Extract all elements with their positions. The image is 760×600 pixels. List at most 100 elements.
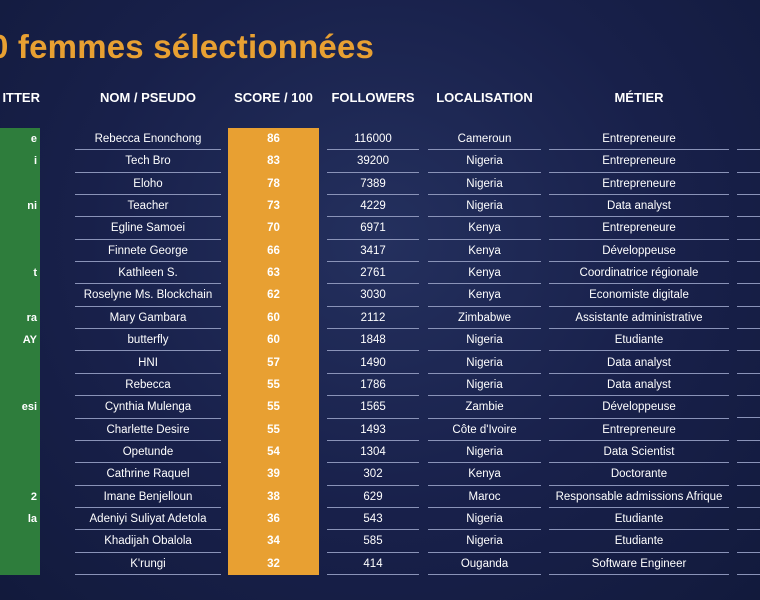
followers-cell: 3417: [327, 240, 419, 263]
score-cell: 55: [267, 423, 280, 436]
score-cell: 36: [267, 512, 280, 525]
location-cell: Nigeria: [428, 530, 541, 553]
score-cell: 57: [267, 356, 280, 369]
twitter-handle-cell: AY: [22, 334, 37, 347]
score-cell: 66: [267, 244, 280, 257]
followers-cell: 116000: [327, 128, 419, 151]
score-column-background: [228, 128, 319, 575]
followers-cell: 4229: [327, 195, 419, 218]
score-cell: 78: [267, 177, 280, 190]
name-cell: Khadijah Obalola: [75, 530, 221, 553]
twitter-handle-cell: [0, 419, 40, 441]
job-cell: Economiste digitale: [549, 284, 729, 307]
score-cell: 60: [267, 311, 280, 324]
twitter-handle-cell: i: [33, 155, 37, 168]
location-cell: Zambie: [428, 396, 541, 419]
name-cell: Eloho: [75, 173, 221, 196]
followers-cell: 1304: [327, 441, 419, 464]
job-cell: Doctorante: [549, 463, 729, 486]
location-cell: Côte d'Ivoire: [428, 419, 541, 441]
job-cell: Etudiante: [549, 508, 729, 531]
table-row: t Kathleen S. 63 2761 Kenya Coordinatrice rég…: [0, 262, 760, 285]
followers-cell: 585: [327, 530, 419, 553]
score-cell: 70: [267, 222, 280, 235]
name-cell: Teacher: [75, 195, 221, 218]
name-cell: Imane Benjelloun: [75, 486, 221, 508]
location-cell: Kenya: [428, 284, 541, 307]
table-row: Roselyne Ms. Blockchain 62 3030 Kenya Econom…: [0, 284, 760, 307]
twitter-handle-cell: [0, 173, 40, 195]
job-cell: Data analyst: [549, 352, 729, 374]
location-cell: Maroc: [428, 486, 541, 508]
score-cell: 83: [267, 155, 280, 168]
table-row: AY butterfly 60 1848 Nigeria Etudiante: [0, 329, 760, 352]
twitter-handle-cell: e: [30, 133, 37, 145]
job-cell: Coordinatrice régionale: [549, 262, 729, 285]
table-row: ni Teacher 73 4229 Nigeria Data analyst: [0, 195, 760, 218]
followers-cell: 629: [327, 486, 419, 508]
score-cell: 34: [267, 535, 280, 548]
right-column-stub: [737, 128, 760, 575]
name-cell: Egline Samoei: [75, 217, 221, 240]
followers-cell: 1786: [327, 374, 419, 397]
location-cell: Nigeria: [428, 374, 541, 397]
header-location: LOCALISATION: [436, 90, 533, 105]
job-cell: Développeuse: [549, 240, 729, 263]
followers-cell: 7389: [327, 173, 419, 196]
job-cell: Etudiante: [549, 530, 729, 553]
followers-cell: 2112: [327, 307, 419, 330]
twitter-handle-cell: [0, 463, 40, 485]
name-cell: Rebecca Enonchong: [75, 128, 221, 151]
followers-cell: 1490: [327, 352, 419, 374]
name-cell: Cathrine Raquel: [75, 463, 221, 486]
name-cell: Rebecca: [75, 374, 221, 397]
twitter-handle-cell: ni: [27, 200, 37, 213]
header-twitter: ITTER: [2, 90, 40, 105]
name-cell: Kathleen S.: [75, 262, 221, 285]
location-cell: Zimbabwe: [428, 307, 541, 330]
job-cell: Entrepreneure: [549, 173, 729, 196]
table-row: Egline Samoei 70 6971 Kenya Entrepreneure: [0, 217, 760, 240]
followers-cell: 1848: [327, 329, 419, 352]
table-row: Opetunde 54 1304 Nigeria Data Scientist: [0, 441, 760, 464]
job-cell: Entrepreneure: [549, 217, 729, 240]
header-score: SCORE / 100: [234, 90, 313, 105]
table-row: Khadijah Obalola 34 585 Nigeria Etudiante: [0, 530, 760, 553]
followers-cell: 3030: [327, 284, 419, 307]
followers-cell: 39200: [327, 150, 419, 173]
location-cell: Kenya: [428, 240, 541, 263]
location-cell: Nigeria: [428, 352, 541, 374]
job-cell: Entrepreneure: [549, 128, 729, 151]
twitter-handle-cell: [0, 217, 40, 239]
location-cell: Kenya: [428, 217, 541, 240]
score-cell: 32: [267, 557, 280, 570]
twitter-handle-cell: [0, 240, 40, 262]
twitter-handle-cell: [0, 374, 40, 396]
job-cell: Entrepreneure: [549, 150, 729, 173]
name-cell: Tech Bro: [75, 150, 221, 173]
location-cell: Ouganda: [428, 553, 541, 575]
location-cell: Nigeria: [428, 329, 541, 352]
followers-cell: 1565: [327, 396, 419, 419]
table-row: ra Mary Gambara 60 2112 Zimbabwe Assistante a…: [0, 307, 760, 330]
table-row: esi Cynthia Mulenga 55 1565 Zambie Développeu…: [0, 396, 760, 419]
name-cell: butterfly: [75, 329, 221, 352]
twitter-handle-cell: [0, 530, 40, 552]
twitter-handle-cell: [0, 352, 40, 374]
location-cell: Nigeria: [428, 173, 541, 196]
name-cell: Opetunde: [75, 441, 221, 464]
job-cell: Etudiante: [549, 329, 729, 352]
location-cell: Nigeria: [428, 508, 541, 531]
name-cell: K'rungi: [75, 553, 221, 575]
table-row: Eloho 78 7389 Nigeria Entrepreneure: [0, 173, 760, 196]
job-cell: Développeuse: [549, 396, 729, 419]
job-cell: Assistante administrative: [549, 307, 729, 330]
job-cell: Software Engineer: [549, 553, 729, 575]
score-cell: 63: [267, 267, 280, 280]
followers-cell: 414: [327, 553, 419, 575]
score-cell: 73: [267, 200, 280, 213]
location-cell: Cameroun: [428, 128, 541, 151]
table-row: Charlette Desire 55 1493 Côte d'Ivoire Entre…: [0, 419, 760, 441]
name-cell: Finnete George: [75, 240, 221, 263]
job-cell: Responsable admissions Afrique: [549, 486, 729, 508]
